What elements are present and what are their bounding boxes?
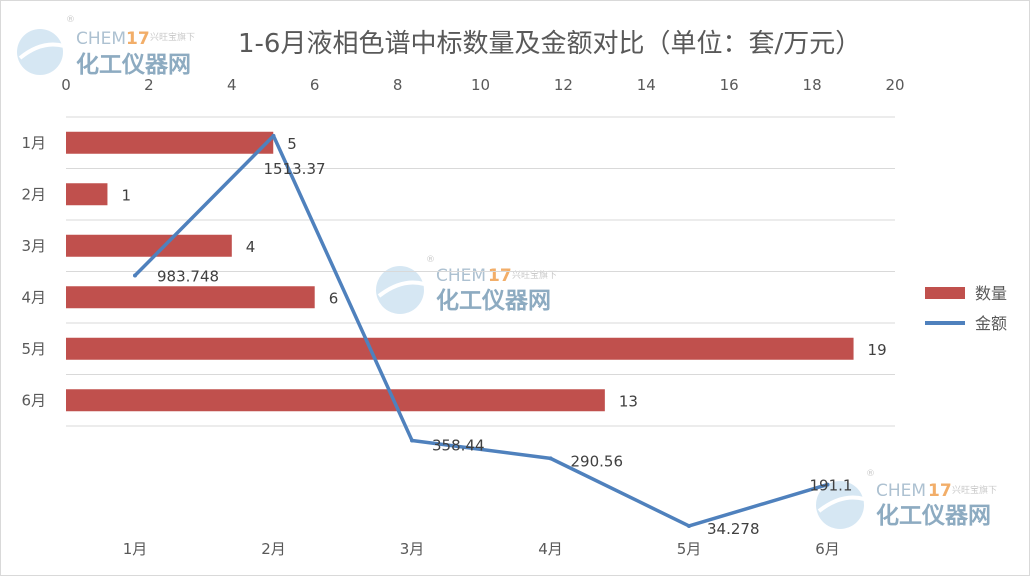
category-label-bottom: 6月 <box>815 540 840 558</box>
watermark-brand-en: CHEM <box>436 266 486 286</box>
bar <box>66 183 108 206</box>
bar <box>66 234 232 257</box>
watermark-globe-icon <box>816 481 864 529</box>
line-value-label: 358.44 <box>432 436 485 454</box>
watermark-registered: ® <box>66 15 75 25</box>
bar-value-label: 19 <box>868 341 887 359</box>
bar-axis-tick-label: 18 <box>803 76 822 94</box>
watermark-brand-tag: 兴旺宝旗下 <box>952 484 997 496</box>
amount-point <box>548 456 553 461</box>
category-axis: 1月 2月 3月 4月 5月 6月 1月 2月 3月 4月 5月 6月 <box>21 134 839 558</box>
line-value-label: 290.56 <box>571 452 624 470</box>
amount-point <box>687 523 691 528</box>
amount-point <box>410 438 414 443</box>
watermark-brand-en: CHEM <box>876 481 926 501</box>
bar-axis-tick-label: 4 <box>227 76 237 94</box>
bar-axis-tick-label: 12 <box>554 76 573 94</box>
category-label-bottom: 2月 <box>261 540 286 558</box>
watermark-brand-cn: 化工仪器网 <box>436 287 551 314</box>
line-series <box>133 133 830 528</box>
line-value-label: 1513.37 <box>264 160 326 178</box>
line-value-label: 983.748 <box>157 268 219 286</box>
watermark-brand-num: 17 <box>126 29 150 49</box>
category-label-bottom: 5月 <box>677 540 702 558</box>
category-label-left: 3月 <box>21 237 46 255</box>
watermark-brand-num: 17 <box>928 481 952 501</box>
watermark-brand-en: CHEM <box>76 29 126 49</box>
watermark-brand-tag: 兴旺宝旗下 <box>150 31 195 43</box>
legend-label-bar: 数量 <box>975 284 1007 303</box>
watermark-registered: ® <box>426 255 435 265</box>
bar <box>66 286 315 309</box>
bar-value-label: 5 <box>287 135 297 153</box>
category-label-bottom: 1月 <box>123 540 148 558</box>
bar <box>66 337 854 360</box>
chart-title: 1-6月液相色谱中标数量及金额对比（单位：套/万元） <box>238 29 861 59</box>
watermark-brand-tag: 兴旺宝旗下 <box>512 269 557 281</box>
category-label-bottom: 3月 <box>400 540 425 558</box>
bar-axis-tick-label: 8 <box>393 76 403 94</box>
watermark-brand-cn: 化工仪器网 <box>76 51 191 78</box>
category-label-bottom: 4月 <box>538 540 563 558</box>
watermark-globe-icon <box>17 29 63 75</box>
bar-axis-tick-label: 2 <box>144 76 154 94</box>
bar <box>66 389 605 412</box>
category-label-left: 2月 <box>21 185 46 203</box>
bar-value-label: 1 <box>121 186 131 204</box>
bar-value-label: 6 <box>329 289 339 307</box>
watermark-brand-cn: 化工仪器网 <box>876 502 991 529</box>
watermark-bottom-right: CHEM 17 兴旺宝旗下 ® 化工仪器网 <box>816 469 997 529</box>
watermark-center: CHEM 17 兴旺宝旗下 ® 化工仪器网 <box>376 255 557 314</box>
watermark-top-left: CHEM 17 兴旺宝旗下 ® 化工仪器网 <box>17 15 195 78</box>
legend-label-line: 金额 <box>975 314 1007 333</box>
gridlines <box>66 116 895 427</box>
line-value-label: 34.278 <box>707 520 760 538</box>
amount-point <box>133 273 137 278</box>
legend-swatch-bar <box>925 287 965 299</box>
bar-axis-tick-label: 10 <box>471 76 490 94</box>
bar <box>66 131 274 154</box>
watermark-registered: ® <box>866 469 875 479</box>
category-label-left: 6月 <box>21 391 46 409</box>
line-value-label: 191.1 <box>810 477 853 495</box>
amount-point <box>825 482 830 487</box>
bar-axis-tick-label: 16 <box>720 76 739 94</box>
bar-value-label: 4 <box>246 238 256 256</box>
category-label-left: 4月 <box>21 288 46 306</box>
watermark-globe-icon <box>376 266 424 314</box>
bar-series <box>66 131 854 412</box>
bar-axis-tick-label: 14 <box>637 76 656 94</box>
watermark-brand-num: 17 <box>488 266 512 286</box>
data-labels: 5 1 4 6 19 13 983.748 1513.37 358.44 290.56 34.278… <box>121 135 886 538</box>
bar-axis-tick-label: 0 <box>61 76 71 94</box>
bar-axis-tick-label: 20 <box>885 76 904 94</box>
bar-axis: 0 2 4 6 8 10 12 14 16 18 20 <box>61 76 904 94</box>
category-label-left: 1月 <box>21 134 46 152</box>
bar-value-label: 13 <box>619 392 638 410</box>
legend: 数量 金额 <box>925 284 1007 333</box>
amount-line <box>133 134 830 528</box>
bar-axis-tick-label: 6 <box>310 76 320 94</box>
category-label-left: 5月 <box>21 340 46 358</box>
amount-point <box>271 133 276 138</box>
